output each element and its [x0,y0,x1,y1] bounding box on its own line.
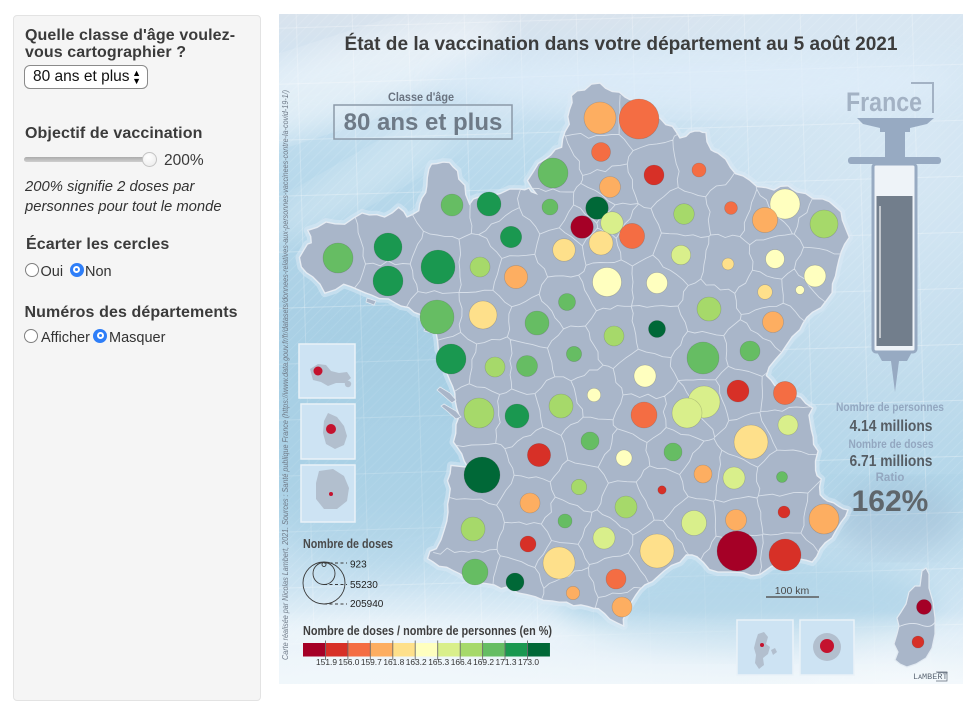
svg-text:Nombre de doses / nombre de pe: Nombre de doses / nombre de personnes (e… [303,624,552,638]
svg-text:156.0: 156.0 [338,657,359,667]
svg-text:169.2: 169.2 [473,657,494,667]
svg-text:4.14 millions: 4.14 millions [850,418,933,435]
svg-text:France: France [846,87,922,117]
svg-text:Nombre de personnes: Nombre de personnes [836,402,944,414]
svg-text:Nombre de doses: Nombre de doses [849,439,934,451]
svg-text:162%: 162% [852,485,929,518]
svg-text:6.71 millions: 6.71 millions [850,453,933,470]
svg-text:LAMBERT: LAMBERT [913,672,948,682]
svg-text:205940: 205940 [350,599,384,610]
svg-text:Carte réalisée par Nicolas Lam: Carte réalisée par Nicolas Lambert, 2021… [281,90,290,660]
svg-text:165.3: 165.3 [428,657,449,667]
svg-text:161.8: 161.8 [383,657,404,667]
svg-text:171.3: 171.3 [496,657,517,667]
svg-text:Classe d'âge: Classe d'âge [388,90,454,104]
svg-text:923: 923 [350,560,367,571]
svg-text:166.4: 166.4 [451,657,472,667]
svg-text:163.2: 163.2 [406,657,427,667]
svg-text:Ratio: Ratio [876,472,905,484]
svg-text:État de la vaccination dans vo: État de la vaccination dans votre départ… [345,33,898,55]
svg-text:100 km: 100 km [775,585,810,597]
svg-text:173.0: 173.0 [518,657,539,667]
svg-text:159.7: 159.7 [361,657,382,667]
svg-text:80 ans et plus: 80 ans et plus [344,109,503,136]
svg-text:151.9: 151.9 [316,657,337,667]
svg-text:Nombre de doses: Nombre de doses [303,537,393,551]
svg-text:55230: 55230 [350,580,378,591]
